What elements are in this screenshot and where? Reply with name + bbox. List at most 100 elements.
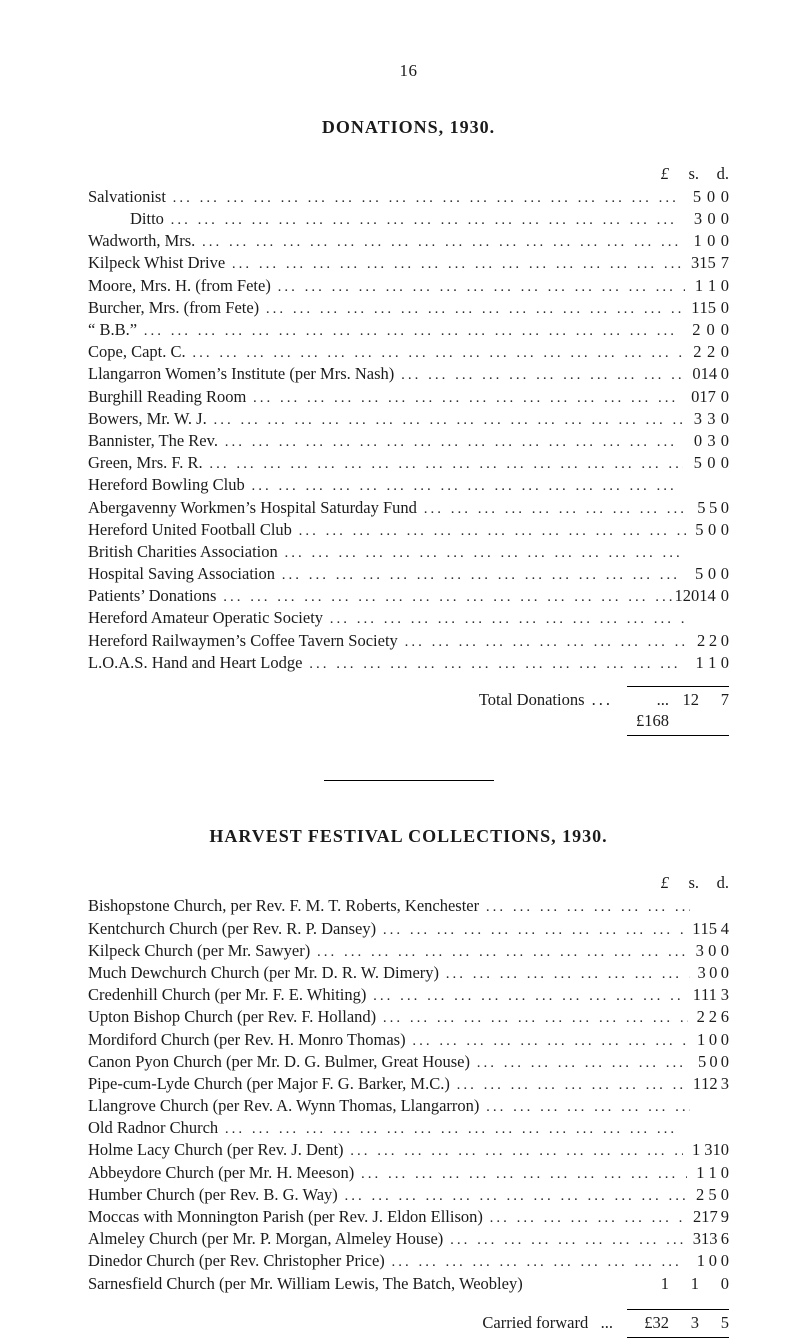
harvest-title: HARVEST FESTIVAL COLLECTIONS, 1930. (88, 825, 729, 848)
entry-label: Salvationist (88, 186, 682, 208)
entry-pence: 7 (716, 252, 729, 273)
entry-label: Hereford Bowling Club (88, 474, 684, 496)
ledger-row: Hereford Amateur Operatic Society (88, 607, 729, 629)
entry-pence: 0 (716, 297, 729, 318)
ledger-row: Hereford United Football Club500 (88, 519, 729, 541)
total-pounds: ...£168 (627, 686, 669, 731)
donations-total-row: Total Donations ...£168 12 7 (88, 686, 729, 731)
entry-shillings: 0 (704, 519, 717, 540)
entry-pounds: 1 (685, 1073, 701, 1094)
entry-label: Ditto (88, 208, 683, 230)
entry-label: Llangarron Women’s Institute (per Mrs. N… (88, 363, 684, 385)
entry-label: Llangrove Church (per Rev. A. Wynn Thoma… (88, 1095, 690, 1117)
entry-shillings: 0 (702, 230, 716, 251)
entry-shillings: 5 (705, 497, 717, 518)
col-pounds: £ (627, 872, 669, 893)
entry-label: Kilpeck Whist Drive (88, 252, 681, 274)
entry-pence: 0 (715, 452, 729, 473)
entry-pence: 0 (718, 1051, 729, 1072)
entry-pence: 4 (717, 918, 729, 939)
entry-label: Wadworth, Mrs. (88, 230, 683, 252)
entry-label: Old Radnor Church (88, 1117, 683, 1139)
ledger-row: Llangarron Women’s Institute (per Mrs. N… (88, 363, 729, 385)
entry-label: British Charities Association (88, 541, 685, 563)
entry-pence: 6 (718, 1228, 729, 1249)
entry-pence: 0 (717, 630, 729, 651)
entry-pounds: 3 (690, 962, 706, 983)
entry-pounds: 1 (688, 1250, 705, 1271)
entry-label: Burghill Reading Room (88, 386, 681, 408)
entry-label: Green, Mrs. F. R. (88, 452, 683, 474)
entry-shillings: 0 (702, 452, 716, 473)
entry-pence: 0 (717, 962, 729, 983)
entry-shillings: 0 (706, 1051, 717, 1072)
ledger-row: Kilpeck Church (per Mr. Sawyer)300 (88, 940, 729, 962)
ledger-row: Abergavenny Workmen’s Hospital Saturday … (88, 497, 729, 519)
entry-pence: 0 (716, 563, 729, 584)
entry-label: Hereford Railwaymen’s Coffee Tavern Soci… (88, 630, 689, 652)
entry-shillings: 3 (700, 1139, 712, 1160)
entry-shillings: 14 (701, 363, 718, 384)
entry-pounds: 0 (681, 386, 699, 407)
entry-shillings: 12 (701, 1073, 718, 1094)
ledger-row: Abbeydore Church (per Mr. H. Meeson)110 (88, 1162, 729, 1184)
page-number: 16 (88, 60, 729, 82)
entry-shillings: 0 (706, 962, 718, 983)
entry-pence: 0 (715, 319, 729, 340)
entry-pence: 0 (717, 1029, 729, 1050)
total-pence: 7 (699, 686, 729, 710)
entry-shillings: 0 (704, 940, 717, 961)
entry-pounds: 1 (684, 918, 701, 939)
entry-shillings: 13 (701, 1228, 718, 1249)
entry-pounds: 120 (675, 585, 700, 606)
entry-pence: 0 (699, 1273, 729, 1294)
entry-pounds: 0 (684, 363, 701, 384)
entry-pence: 3 (718, 1073, 729, 1094)
ledger-row: Wadworth, Mrs.100 (88, 230, 729, 252)
col-pence: d. (699, 872, 729, 893)
section-divider (324, 780, 494, 781)
entry-shillings: 0 (705, 1029, 717, 1050)
ledger-row: Credenhill Church (per Mr. F. E. Whiting… (88, 984, 729, 1006)
ledger-row: Almeley Church (per Mr. P. Morgan, Almel… (88, 1228, 729, 1250)
ledger-row: Hospital Saving Association500 (88, 563, 729, 585)
ledger-row: Burghill Reading Room0170 (88, 386, 729, 408)
ledger-row: Patients’ Donations120140 (88, 585, 729, 607)
entry-pence: 6 (717, 1006, 729, 1027)
currency-header: £ s. d. (88, 163, 729, 184)
entry-shillings: 1 (669, 1273, 699, 1294)
entry-shillings: 0 (701, 186, 715, 207)
ledger-row: Bannister, The Rev.030 (88, 430, 729, 452)
entry-pounds: 5 (690, 1051, 706, 1072)
carried-pounds: £32 (627, 1309, 669, 1333)
carried-forward-row: Carried forward ... £32 3 5 (88, 1309, 729, 1333)
entry-pence: 0 (717, 1184, 729, 1205)
entry-label: Almeley Church (per Mr. P. Morgan, Almel… (88, 1228, 685, 1250)
ledger-row: Hereford Bowling Club (88, 474, 729, 496)
ledger-row: Dinedor Church (per Rev. Christopher Pri… (88, 1250, 729, 1272)
entry-pounds: 1 (686, 652, 704, 673)
entry-label: Bowers, Mr. W. J. (88, 408, 683, 430)
entry-label: Abbeydore Church (per Mr. H. Meeson) (88, 1162, 687, 1184)
carried-shillings: 3 (669, 1309, 699, 1333)
entry-label: Kilpeck Church (per Mr. Sawyer) (88, 940, 686, 962)
entry-label: Pipe-cum-Lyde Church (per Major F. G. Ba… (88, 1073, 685, 1095)
entry-label: L.O.A.S. Hand and Heart Lodge (88, 652, 686, 674)
entry-pounds: 2 (682, 341, 701, 362)
entry-pence: 0 (715, 341, 729, 362)
entry-pence: 3 (717, 984, 729, 1005)
entry-pounds: 2 (687, 1184, 704, 1205)
entry-pounds: 5 (686, 519, 704, 540)
entry-pence: 0 (716, 519, 729, 540)
entry-label: Holme Lacy Church (per Rev. J. Dent) (88, 1139, 683, 1161)
entry-label: Moccas with Monnington Parish (per Rev. … (88, 1206, 686, 1228)
ledger-row: Cope, Capt. C.220 (88, 341, 729, 363)
entry-pounds: 5 (685, 563, 703, 584)
entry-pounds: 2 (681, 319, 701, 340)
entry-shillings: 1 (703, 275, 716, 296)
entry-pence: 0 (717, 1162, 729, 1183)
entry-shillings: 17 (701, 1206, 718, 1227)
entry-pence: 0 (716, 652, 729, 673)
harvest-list: Bishopstone Church, per Rev. F. M. T. Ro… (88, 895, 729, 1294)
entry-pounds: 1 (681, 297, 699, 318)
